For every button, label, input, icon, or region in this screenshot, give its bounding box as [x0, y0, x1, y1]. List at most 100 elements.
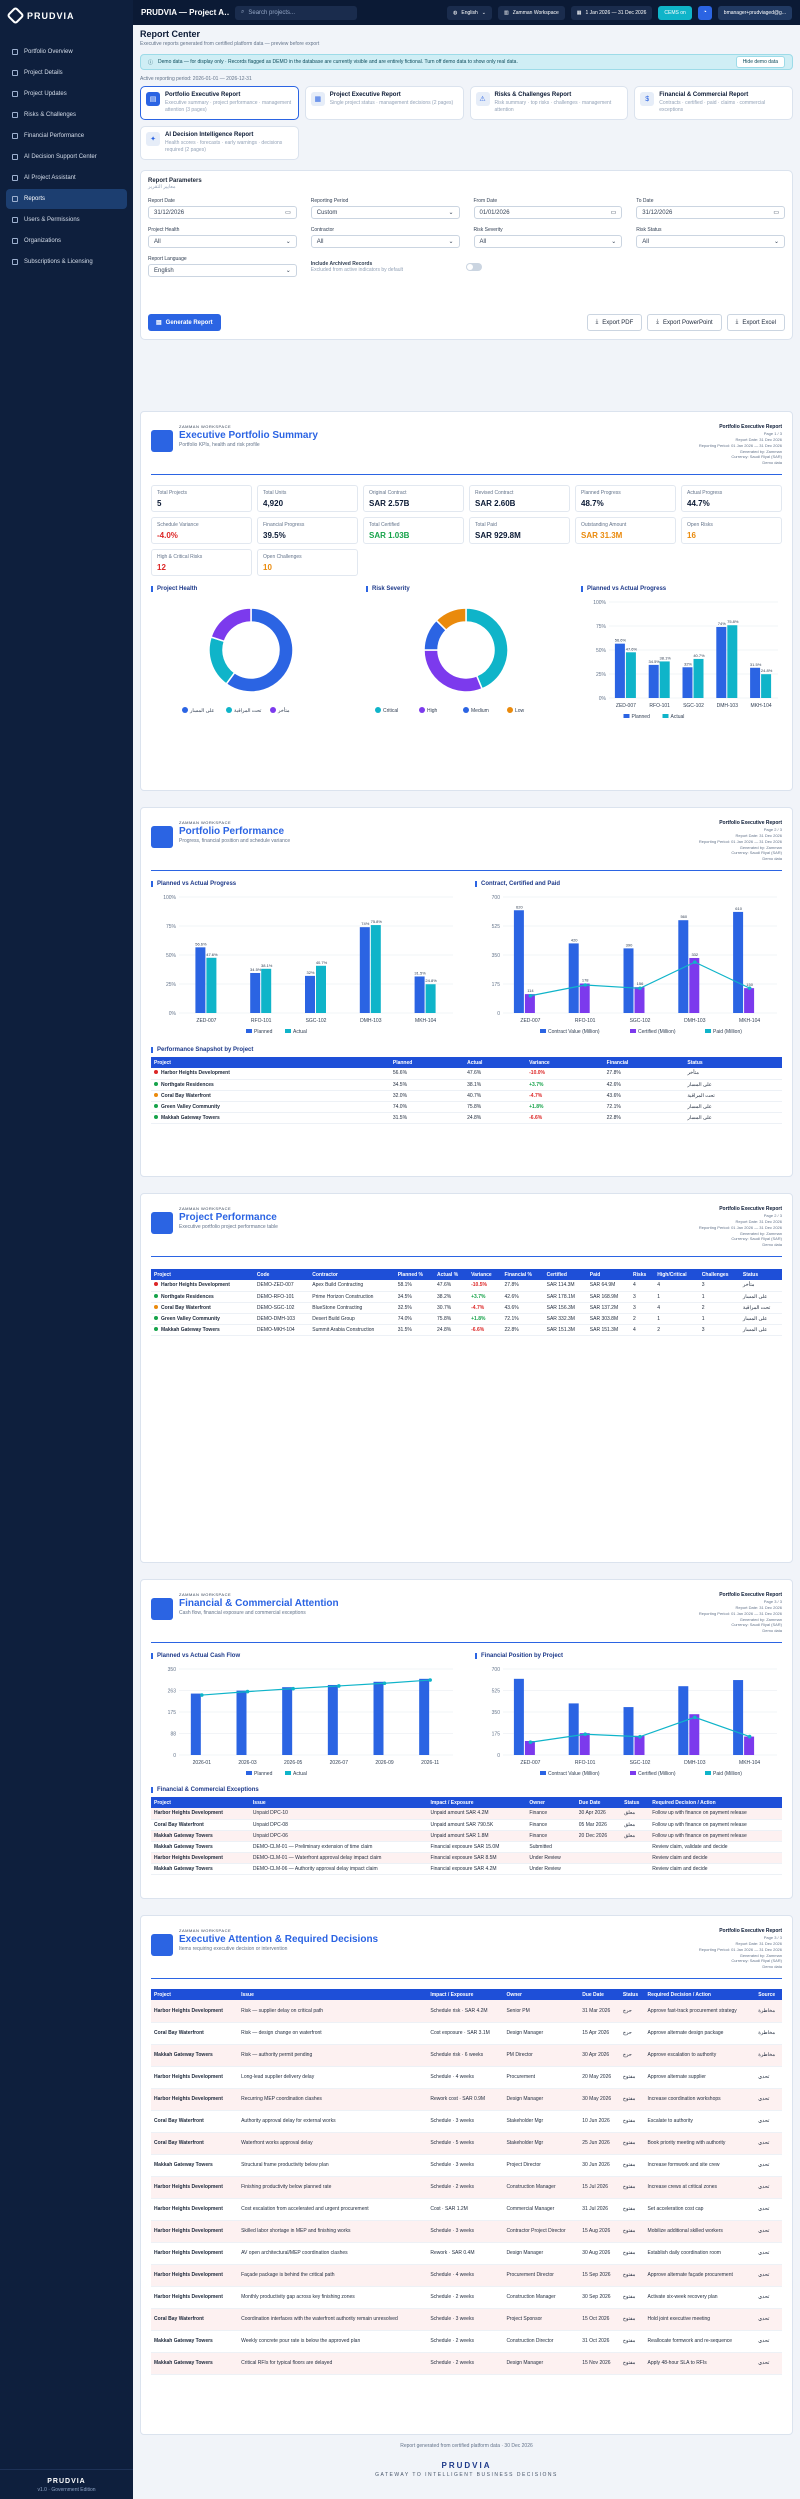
- archived-toggle[interactable]: [466, 262, 483, 271]
- table-row[interactable]: Makkah Gateway Towers Critical RFIs for t…: [151, 2352, 782, 2375]
- table-row[interactable]: Harbor Heights Development Skilled labor …: [151, 2220, 782, 2243]
- table-cell: 42.6%: [501, 1291, 544, 1303]
- report-type-card[interactable]: ▤ Portfolio Executive Report Executive sum…: [140, 86, 299, 120]
- kpi-value: SAR 2.60B: [475, 499, 516, 509]
- table-row[interactable]: Green Valley Community 74.0% 75.8% +1.8% 72.…: [151, 1101, 782, 1113]
- table-row[interactable]: Harbor Heights Development 56.6% 47.6% -10.…: [151, 1068, 782, 1080]
- cell-text: Harbor Heights Development: [154, 2184, 223, 2191]
- portfolio-performance-section: ZAMMAN WORKSPACE Portfolio Performance Pro…: [140, 807, 793, 1177]
- table-row[interactable]: Coral Bay Waterfront Authority approval d…: [151, 2110, 782, 2133]
- field-input[interactable]: 01/01/2026 ▭: [473, 206, 623, 219]
- table-row[interactable]: Makkah Gateway Towers Risk — authority pe…: [151, 2044, 782, 2067]
- user-menu[interactable]: bmanager+prudviaged@g...: [717, 5, 792, 20]
- table-cell: Prime Horizon Construction: [309, 1291, 395, 1303]
- table-row[interactable]: Harbor Heights Development DEMO-ZED-007 Ap…: [151, 1280, 782, 1292]
- sidebar-item-risks-challenges[interactable]: Risks & Challenges: [6, 105, 127, 125]
- field-input[interactable]: All ⌄: [636, 235, 785, 248]
- table-row[interactable]: Harbor Heights Development Finishing prod…: [151, 2176, 782, 2199]
- table-row[interactable]: Harbor Heights Development Façade package…: [151, 2264, 782, 2287]
- sidebar-item-subscriptions-licensing[interactable]: Subscriptions & Licensing: [6, 252, 127, 272]
- kpi-label: Planned Progress: [581, 490, 621, 497]
- table-row[interactable]: Harbor Heights Development Risk — supplie…: [151, 2000, 782, 2023]
- table-row[interactable]: Makkah Gateway Towers Weekly concrete pou…: [151, 2330, 782, 2353]
- table-row[interactable]: Harbor Heights Development Unpaid DPC-10 U…: [151, 1808, 782, 1820]
- export-excel-button[interactable]: ⤓ Export Excel: [726, 314, 785, 331]
- table-row[interactable]: Harbor Heights Development Long-lead supp…: [151, 2066, 782, 2089]
- sidebar-item-financial-performance[interactable]: Financial Performance: [6, 126, 127, 146]
- legend-swatch: [182, 707, 188, 714]
- table-row[interactable]: Coral Bay Waterfront DEMO-SGC-102 BlueSton…: [151, 1302, 782, 1314]
- report-type-card[interactable]: ✦ AI Decision Intelligence Report Health s…: [140, 126, 299, 160]
- sidebar-item-project-details[interactable]: Project Details: [6, 63, 127, 83]
- sidebar-item-reports[interactable]: Reports: [6, 189, 127, 209]
- sidebar-item-ai-decision-support-center[interactable]: AI Decision Support Center: [6, 147, 127, 167]
- sidebar-item-portfolio-overview[interactable]: Portfolio Overview: [6, 42, 127, 62]
- report-type-card[interactable]: ⚠ Risks & Challenges Report Risk summary ·…: [469, 86, 629, 120]
- report-type-card[interactable]: $ Financial & Commercial Report Contracts …: [634, 86, 793, 120]
- workspace-selector[interactable]: ▥ Zamman Workspace: [497, 5, 565, 20]
- table-row[interactable]: Makkah Gateway Towers 31.5% 24.8% -6.6% 22.8…: [151, 1112, 782, 1124]
- table-row[interactable]: Harbor Heights Development Monthly produc…: [151, 2286, 782, 2309]
- table-cell: Stakeholder Mgr: [503, 2110, 580, 2133]
- sidebar-item-ai-project-assistant[interactable]: AI Project Assistant: [6, 168, 127, 188]
- field-input[interactable]: All ⌄: [310, 235, 460, 248]
- bar: [524, 1741, 535, 1756]
- table-row[interactable]: Green Valley Community DEMO-DMH-103 Desert…: [151, 1313, 782, 1325]
- table-row[interactable]: Northgate Residences 34.5% 38.1% +3.7% 42.6%…: [151, 1079, 782, 1091]
- report-parameters: Report Parameters معايير التقرير Report …: [140, 170, 793, 340]
- table-row[interactable]: Makkah Gateway Towers Unpaid DPC-06 Unpaid…: [151, 1830, 782, 1842]
- sidebar-item-project-updates[interactable]: Project Updates: [6, 84, 127, 104]
- table-row[interactable]: Coral Bay Waterfront Coordination interfa…: [151, 2308, 782, 2331]
- export-ppt-button[interactable]: ⤓ Export PowerPoint: [647, 314, 722, 331]
- table-row[interactable]: Coral Bay Waterfront Waterfront works app…: [151, 2132, 782, 2155]
- table-cell: Book priority meeting with authority: [644, 2132, 756, 2155]
- report-footnote: Report generated from certified platform…: [400, 2443, 533, 2449]
- cell-text: Northgate Residences: [161, 1081, 214, 1088]
- field-input[interactable]: English ⌄: [148, 264, 297, 277]
- table-row[interactable]: Harbor Heights Development Recurring MEP …: [151, 2088, 782, 2111]
- export-pdf-button[interactable]: ⤓ Export PDF: [586, 314, 643, 331]
- cell-text: 15 Jul 2026: [582, 2184, 609, 2191]
- table-cell: معلق: [621, 1819, 650, 1831]
- report-type-card[interactable]: ▦ Project Executive Report Single project …: [304, 86, 464, 120]
- report-type-icon: ✦: [146, 132, 160, 146]
- table-row[interactable]: Makkah Gateway Towers DEMO-CLM-06 — Autho…: [151, 1863, 782, 1875]
- table-row[interactable]: Northgate Residences DEMO-RFO-101 Prime Ho…: [151, 1291, 782, 1303]
- info-icon: ⓘ: [148, 59, 154, 66]
- bell-icon[interactable]: ◔: [697, 5, 712, 20]
- cell-text: 47.6%: [467, 1070, 482, 1077]
- table-cell: 3: [629, 1291, 655, 1303]
- field-input[interactable]: All ⌄: [148, 235, 297, 248]
- date-range-picker[interactable]: ▦ 1 Jan 2026 — 31 Dec 2026: [570, 5, 653, 20]
- table-row[interactable]: Coral Bay Waterfront Risk — design change…: [151, 2022, 782, 2045]
- bar: [524, 994, 535, 1014]
- sidebar-item-label: Portfolio Overview: [24, 49, 73, 55]
- table-row[interactable]: Makkah Gateway Towers DEMO-CLM-01 — Preli…: [151, 1841, 782, 1853]
- status-toggle[interactable]: CEMS on: [658, 5, 692, 20]
- table-cell: Unpaid DPC-10: [249, 1808, 428, 1820]
- language-selector[interactable]: ◍ English ⌄: [447, 5, 492, 20]
- search-input[interactable]: ⌕ Search projects...: [235, 5, 357, 20]
- field-input[interactable]: 31/12/2026 ▭: [636, 206, 785, 219]
- table-row[interactable]: Harbor Heights Development Cost escalatio…: [151, 2198, 782, 2221]
- field-input[interactable]: Custom ⌄: [310, 206, 460, 219]
- cell-text: 30 Aug 2026: [582, 2250, 611, 2257]
- table-cell: Coral Bay Waterfront: [151, 1819, 250, 1831]
- table-row[interactable]: Harbor Heights Development AV open archit…: [151, 2242, 782, 2265]
- table-cell: على المسار: [684, 1112, 782, 1124]
- donut-slice: [423, 649, 484, 693]
- cell-text: مفتوح: [622, 2228, 636, 2235]
- app-logo[interactable]: PRUDVIA: [0, 0, 133, 30]
- table-row[interactable]: Harbor Heights Development DEMO-CLM-01 — …: [151, 1852, 782, 1864]
- table-row[interactable]: Makkah Gateway Towers Structural frame pr…: [151, 2154, 782, 2177]
- sidebar-item-users-permissions[interactable]: Users & Permissions: [6, 210, 127, 230]
- sidebar-item-organizations[interactable]: Organizations: [6, 231, 127, 251]
- table-row[interactable]: Coral Bay Waterfront 32.0% 40.7% -4.7% 43.6%…: [151, 1090, 782, 1102]
- field-input[interactable]: All ⌄: [473, 235, 623, 248]
- generate-report-button[interactable]: ▤ Generate Report: [148, 314, 221, 331]
- field-input[interactable]: 31/12/2026 ▭: [148, 206, 297, 219]
- table-row[interactable]: Coral Bay Waterfront Unpaid DPC-08 Unpaid …: [151, 1819, 782, 1831]
- table-row[interactable]: Makkah Gateway Towers DEMO-MKH-104 Summit …: [151, 1324, 782, 1336]
- table-cell: 15 Sep 2026: [579, 2264, 620, 2287]
- hide-demo-button[interactable]: Hide demo data: [735, 56, 785, 68]
